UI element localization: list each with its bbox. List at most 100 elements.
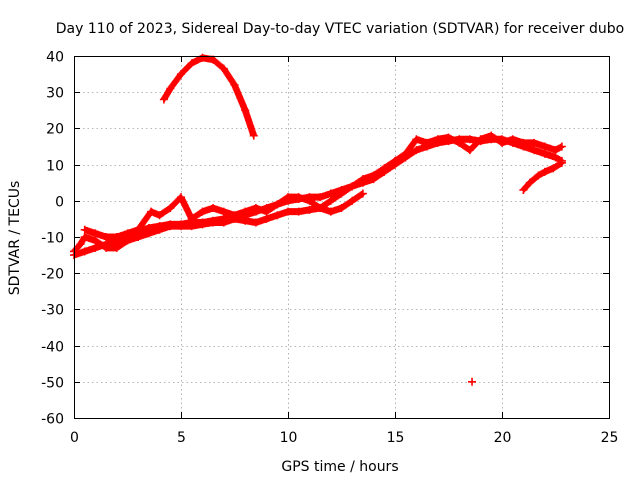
- series-track-upper-band: [80, 131, 566, 241]
- data-point: [305, 196, 314, 205]
- data-point: [219, 207, 228, 216]
- series-track-arc: [159, 53, 258, 140]
- data-point: [241, 106, 250, 115]
- data-point: [91, 243, 100, 252]
- chart-title: Day 110 of 2023, Sidereal Day-to-day VTE…: [56, 21, 624, 37]
- x-axis-label: GPS time / hours: [281, 459, 398, 475]
- x-tick-label: 0: [70, 430, 79, 446]
- data-point: [249, 131, 258, 140]
- data-point: [177, 193, 185, 202]
- x-tick-label: 15: [387, 430, 405, 446]
- data-point: [187, 222, 196, 231]
- data-point: [316, 193, 325, 202]
- axis-tick-labels: 0 5 10 15 20 25 40 30 20 10 0 -10 -20 -30 -40 -50 -60: [41, 50, 618, 447]
- data-point: [91, 236, 100, 245]
- data-point: [540, 167, 549, 176]
- data-point: [305, 205, 314, 214]
- data-point: [123, 229, 132, 238]
- data-point: [391, 156, 399, 165]
- data-point: [284, 193, 292, 202]
- data-point: [251, 204, 260, 213]
- x-tick-label: 5: [177, 430, 186, 446]
- y-tick-label: 40: [46, 50, 64, 66]
- data-point: [294, 207, 303, 216]
- data-point: [508, 135, 517, 144]
- data-point: [241, 216, 250, 225]
- data-point: [273, 200, 282, 209]
- data-point: [123, 236, 132, 245]
- data-point: [525, 178, 534, 187]
- data-point: [262, 207, 271, 216]
- y-tick-label: 30: [46, 86, 64, 102]
- data-point: [337, 189, 346, 198]
- y-tick-label: 10: [46, 159, 64, 175]
- data-point: [358, 175, 367, 184]
- data-point: [487, 131, 496, 140]
- data-point: [369, 171, 378, 180]
- data-point: [540, 142, 549, 151]
- data-point: [166, 222, 175, 231]
- data-point: [219, 64, 228, 73]
- data-point: [134, 225, 143, 234]
- data-point: [147, 207, 156, 216]
- data-point: [80, 225, 89, 234]
- series-track-late-rise: [519, 158, 566, 194]
- x-tick-label: 10: [280, 430, 298, 446]
- data-point: [433, 135, 442, 144]
- data-point-fill: [358, 190, 366, 198]
- data-point: [358, 189, 367, 198]
- data-point: [348, 196, 357, 205]
- data-point: [76, 240, 85, 249]
- y-tick-label: 0: [55, 195, 64, 211]
- data-point: [102, 243, 111, 252]
- data-point: [230, 211, 239, 220]
- data-point: [337, 204, 346, 213]
- data-point: [80, 233, 89, 241]
- data-point: [80, 247, 89, 256]
- data-point: [262, 214, 271, 223]
- data-point: [159, 95, 168, 104]
- y-tick-label: -20: [41, 267, 64, 283]
- data-point: [557, 158, 566, 167]
- data-point: [91, 229, 100, 238]
- data-point: [465, 146, 474, 155]
- data-point: [198, 53, 207, 62]
- data-point: [498, 138, 506, 147]
- y-tick-label: -60: [41, 412, 64, 428]
- data-point: [209, 218, 218, 227]
- data-point: [273, 211, 282, 220]
- data-point: [551, 153, 560, 162]
- data-point: [551, 146, 560, 155]
- data-point: [187, 214, 196, 223]
- data-point: [294, 193, 303, 202]
- data-point: [530, 146, 539, 155]
- data-point: [549, 164, 558, 173]
- data-point: [444, 133, 453, 142]
- data-point: [230, 80, 239, 89]
- series-track-lower-band: [70, 189, 367, 256]
- data-point: [284, 207, 292, 216]
- y-tick-label: -40: [41, 340, 64, 356]
- series-outlier: [468, 377, 477, 386]
- x-tick-label: 25: [601, 430, 619, 446]
- data-point: [198, 207, 207, 216]
- y-axis-label: SDTVAR / TECUs: [7, 181, 23, 296]
- data-point: [468, 377, 477, 386]
- data-point: [412, 146, 421, 155]
- data-point: [380, 164, 389, 173]
- y-tick-label: 20: [46, 122, 64, 138]
- data-point: [112, 233, 121, 241]
- data-point: [316, 204, 325, 213]
- y-tick-label: -50: [41, 376, 64, 392]
- data-point: [557, 142, 566, 151]
- data-point: [155, 211, 164, 220]
- data-point: [251, 218, 260, 227]
- x-tick-label: 20: [494, 430, 512, 446]
- data-point: [530, 138, 539, 147]
- data-point: [326, 207, 335, 216]
- data-marks: [70, 53, 566, 386]
- data-point: [401, 149, 410, 158]
- data-point: [219, 218, 228, 227]
- data-point: [198, 220, 207, 229]
